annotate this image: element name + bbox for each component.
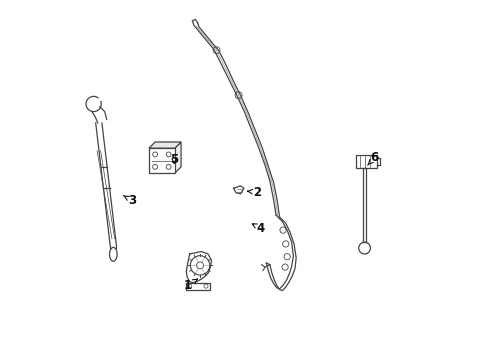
Ellipse shape <box>110 247 117 261</box>
Text: 2: 2 <box>247 186 261 199</box>
Text: 3: 3 <box>123 194 137 207</box>
Text: 1: 1 <box>184 279 197 292</box>
Text: 5: 5 <box>170 153 178 166</box>
Text: 6: 6 <box>368 151 379 165</box>
Bar <box>149 148 175 173</box>
Polygon shape <box>175 142 181 173</box>
Polygon shape <box>149 142 181 148</box>
Bar <box>356 155 377 168</box>
Text: 4: 4 <box>252 222 265 235</box>
